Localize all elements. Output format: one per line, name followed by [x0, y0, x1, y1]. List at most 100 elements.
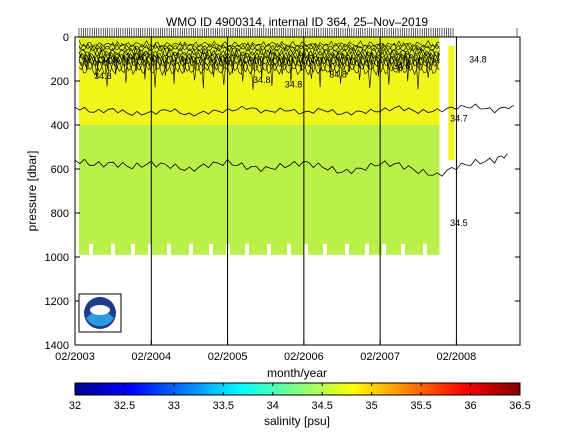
chart-title: WMO ID 4900314, internal ID 364, 25–Nov–…	[166, 15, 428, 29]
contour-finger	[386, 56, 392, 85]
contour-finger	[162, 56, 169, 76]
colorbar-tick-label: 35.5	[410, 400, 431, 412]
y-tick-label: 0	[63, 32, 69, 44]
data-gap-notch	[167, 243, 171, 255]
contour-finger	[367, 56, 373, 89]
contour-finger	[240, 56, 245, 82]
colorbar-label: salinity [psu]	[264, 414, 330, 428]
colorbar-tick-label: 34.5	[312, 400, 333, 412]
colorbar: 32 32.5 33 33.5 34 34.5 35 35.5 36 36.5	[69, 382, 531, 412]
contour-34-7-lower	[74, 153, 508, 177]
contour-finger	[221, 56, 227, 85]
contour-label-8: 34.7	[450, 114, 468, 124]
contour-finger	[143, 56, 147, 80]
data-gap-notch	[323, 243, 327, 255]
contour-finger	[191, 56, 198, 81]
surface-contour-line	[78, 43, 440, 52]
contour-finger	[298, 56, 304, 71]
y-tick-label: 200	[51, 76, 69, 88]
contour-finger	[357, 56, 362, 81]
salinity-layer-1	[79, 63, 440, 125]
data-gap-notch	[382, 243, 386, 255]
contour-finger	[123, 56, 129, 83]
colorbar-tick-label: 33.5	[213, 400, 234, 412]
x-tick-label: 02/2008	[437, 351, 477, 363]
contour-finger	[405, 56, 410, 82]
x-tick-label: 02/2004	[131, 351, 171, 363]
colorbar-tick-label: 32.5	[114, 400, 135, 412]
contour-finger	[113, 56, 118, 75]
data-gap-notch	[287, 243, 291, 255]
profile-markers	[78, 28, 518, 37]
contour-finger	[259, 56, 264, 78]
contour-finger	[289, 56, 293, 83]
data-gap-notch	[131, 243, 135, 255]
y-tick-label: 1200	[45, 296, 69, 308]
colorbar-gradient	[74, 382, 521, 396]
surface-contour-line	[78, 41, 440, 51]
contour-finger	[337, 56, 344, 84]
surface-contour-line	[78, 46, 440, 61]
x-tick-label: 02/2005	[208, 351, 248, 363]
surface-contour-line	[78, 51, 440, 67]
data-gap-notch	[89, 243, 93, 255]
colorbar-tick-label: 35	[366, 400, 378, 412]
contour-finger	[211, 56, 216, 77]
x-tick-label: 02/2006	[284, 351, 324, 363]
contour-label-9: 34.5	[450, 218, 468, 228]
y-tick-label: 1400	[45, 340, 69, 352]
contour-label-0: 34.8	[100, 55, 118, 65]
surface-contour-line	[78, 44, 440, 58]
data-gap-notch	[267, 243, 271, 255]
colorbar-tick-label: 34	[267, 400, 279, 412]
contour-finger	[94, 56, 99, 79]
data-gap-notch	[111, 243, 115, 255]
contour-finger	[104, 56, 110, 87]
salinity-profile-strip	[448, 45, 455, 161]
contour-finger	[425, 56, 431, 78]
y-tick-label: 400	[51, 120, 69, 132]
plot-area: 34.8 34.8 34.8 34.8 34.8 34.8 34.8 34.8 34.7 34.5…	[45, 28, 521, 363]
contour-finger	[230, 56, 235, 74]
contour-finger	[279, 56, 285, 75]
colorbar-tick-label: 36.5	[509, 400, 530, 412]
noaa-logo-bird	[90, 305, 110, 315]
contour-finger	[318, 56, 322, 88]
data-gap-notch	[245, 243, 249, 255]
contour-finger	[250, 56, 256, 90]
contour-34-7-upper	[74, 103, 514, 117]
x-tick-label: 02/2003	[55, 351, 95, 363]
data-gap-notch	[209, 243, 213, 255]
y-tick-label: 600	[51, 164, 69, 176]
contour-finger	[415, 56, 421, 90]
contour-34-8-fingers	[84, 56, 431, 90]
data-gap-notch	[345, 243, 349, 255]
noaa-logo	[78, 293, 122, 333]
contour-finger	[172, 56, 176, 84]
salinity-layer-2	[79, 125, 440, 255]
contour-finger	[376, 56, 381, 77]
data-gap-notch	[189, 243, 193, 255]
contour-label-1: 34.8	[126, 52, 144, 62]
data-gap-notch	[304, 243, 308, 255]
contour-finger	[328, 56, 333, 76]
contour-finger	[308, 56, 315, 80]
x-axis-label: month/year	[267, 366, 327, 380]
y-tick-label: 800	[51, 208, 69, 220]
contour-label-7: 34.8	[469, 54, 487, 64]
contour-label-3: 34.8	[253, 75, 271, 85]
y-tick-label: 1000	[45, 252, 69, 264]
colorbar-tick-label: 32	[69, 400, 81, 412]
contour-finger	[269, 56, 275, 87]
data-gap-notch	[423, 243, 427, 255]
y-axis-label: pressure [dbar]	[25, 151, 39, 232]
data-gap-notch	[365, 243, 369, 255]
plot-frame	[74, 36, 521, 346]
contour-finger	[182, 56, 187, 73]
contour-label-4: 34.8	[285, 80, 303, 90]
contour-finger	[201, 56, 206, 89]
colorbar-tick-label: 33	[168, 400, 180, 412]
contour-label-5: 34.8	[329, 70, 347, 80]
x-tick-label: 02/2007	[360, 351, 400, 363]
